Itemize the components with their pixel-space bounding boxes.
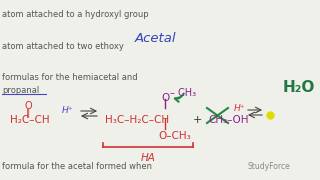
Text: H₂O: H₂O [283, 80, 316, 95]
Text: CH₃–OH: CH₃–OH [208, 115, 249, 125]
Text: HA: HA [140, 153, 156, 163]
Text: O: O [24, 101, 32, 111]
Text: H⁺: H⁺ [62, 106, 74, 115]
Text: atom attached to a hydroxyl group: atom attached to a hydroxyl group [2, 10, 148, 19]
FancyArrowPatch shape [175, 93, 184, 102]
Text: propanal: propanal [2, 86, 39, 95]
Text: Acetal: Acetal [135, 32, 177, 45]
Text: atom attached to two ethoxy: atom attached to two ethoxy [2, 42, 124, 51]
Text: O–CH₃: O–CH₃ [158, 131, 191, 141]
Text: H₂C–CH: H₂C–CH [10, 115, 50, 125]
Text: formulas for the hemiacetal and: formulas for the hemiacetal and [2, 73, 138, 82]
Text: formula for the acetal formed when: formula for the acetal formed when [2, 162, 152, 171]
Text: ‖: ‖ [26, 109, 30, 118]
Text: +: + [192, 115, 202, 125]
Text: H⁺: H⁺ [234, 104, 246, 113]
Text: StudyForce: StudyForce [248, 162, 291, 171]
Text: O: O [161, 93, 169, 103]
Text: H₃C–H₂C–CH: H₃C–H₂C–CH [105, 115, 169, 125]
Text: – CH₃: – CH₃ [170, 88, 196, 98]
